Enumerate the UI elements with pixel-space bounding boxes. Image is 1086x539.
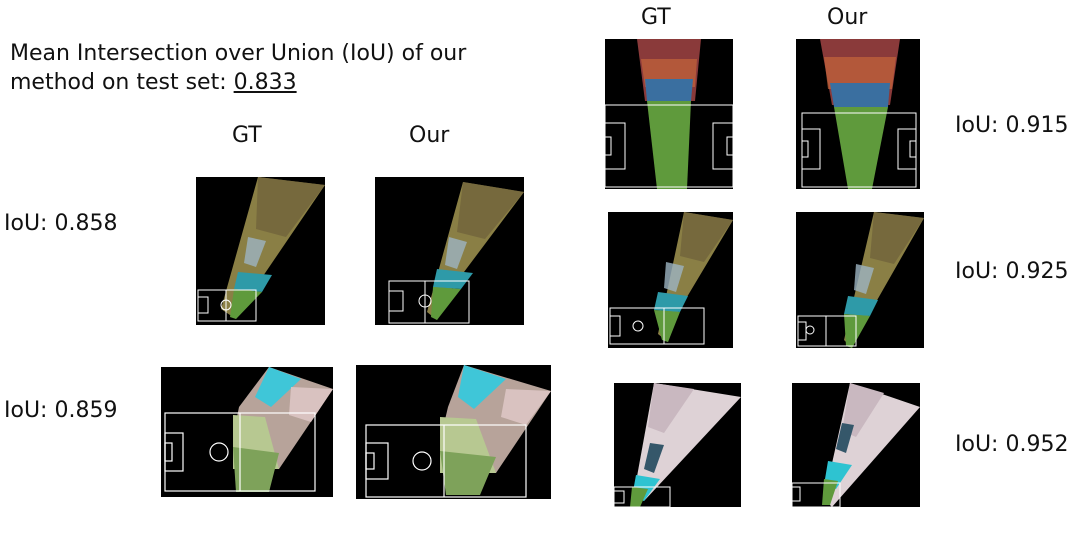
iou-label-4: IoU: 0.925 xyxy=(955,258,1068,286)
gt-projection-image-2 xyxy=(161,367,333,497)
predicted-projection-image-4 xyxy=(796,212,924,348)
predicted-projection-image-2 xyxy=(356,365,551,499)
gt-projection-image-3 xyxy=(605,39,733,189)
gt-projection-image-5 xyxy=(614,383,741,507)
predicted-projection-image-5 xyxy=(792,383,920,507)
mean-iou-value: 0.833 xyxy=(234,70,297,95)
summary-line-1: Mean Intersection over Union (IoU) of ou… xyxy=(10,40,466,68)
gt-header-left: GT xyxy=(232,123,262,149)
gt-projection-image-4 xyxy=(608,212,733,348)
gt-header-right: GT xyxy=(641,5,671,31)
iou-label-5: IoU: 0.952 xyxy=(955,431,1068,459)
summary-prefix: method on test set: xyxy=(10,70,234,95)
iou-label-3: IoU: 0.915 xyxy=(955,112,1068,140)
iou-label-2: IoU: 0.859 xyxy=(4,397,117,425)
ours-header-left: Our xyxy=(409,123,449,149)
gt-projection-image-1 xyxy=(196,177,325,325)
predicted-projection-image-1 xyxy=(375,177,524,325)
ours-header-right: Our xyxy=(827,5,867,31)
summary-line-2: method on test set: 0.833 xyxy=(10,69,297,97)
iou-label-1: IoU: 0.858 xyxy=(4,210,117,238)
predicted-projection-image-3 xyxy=(796,39,920,189)
